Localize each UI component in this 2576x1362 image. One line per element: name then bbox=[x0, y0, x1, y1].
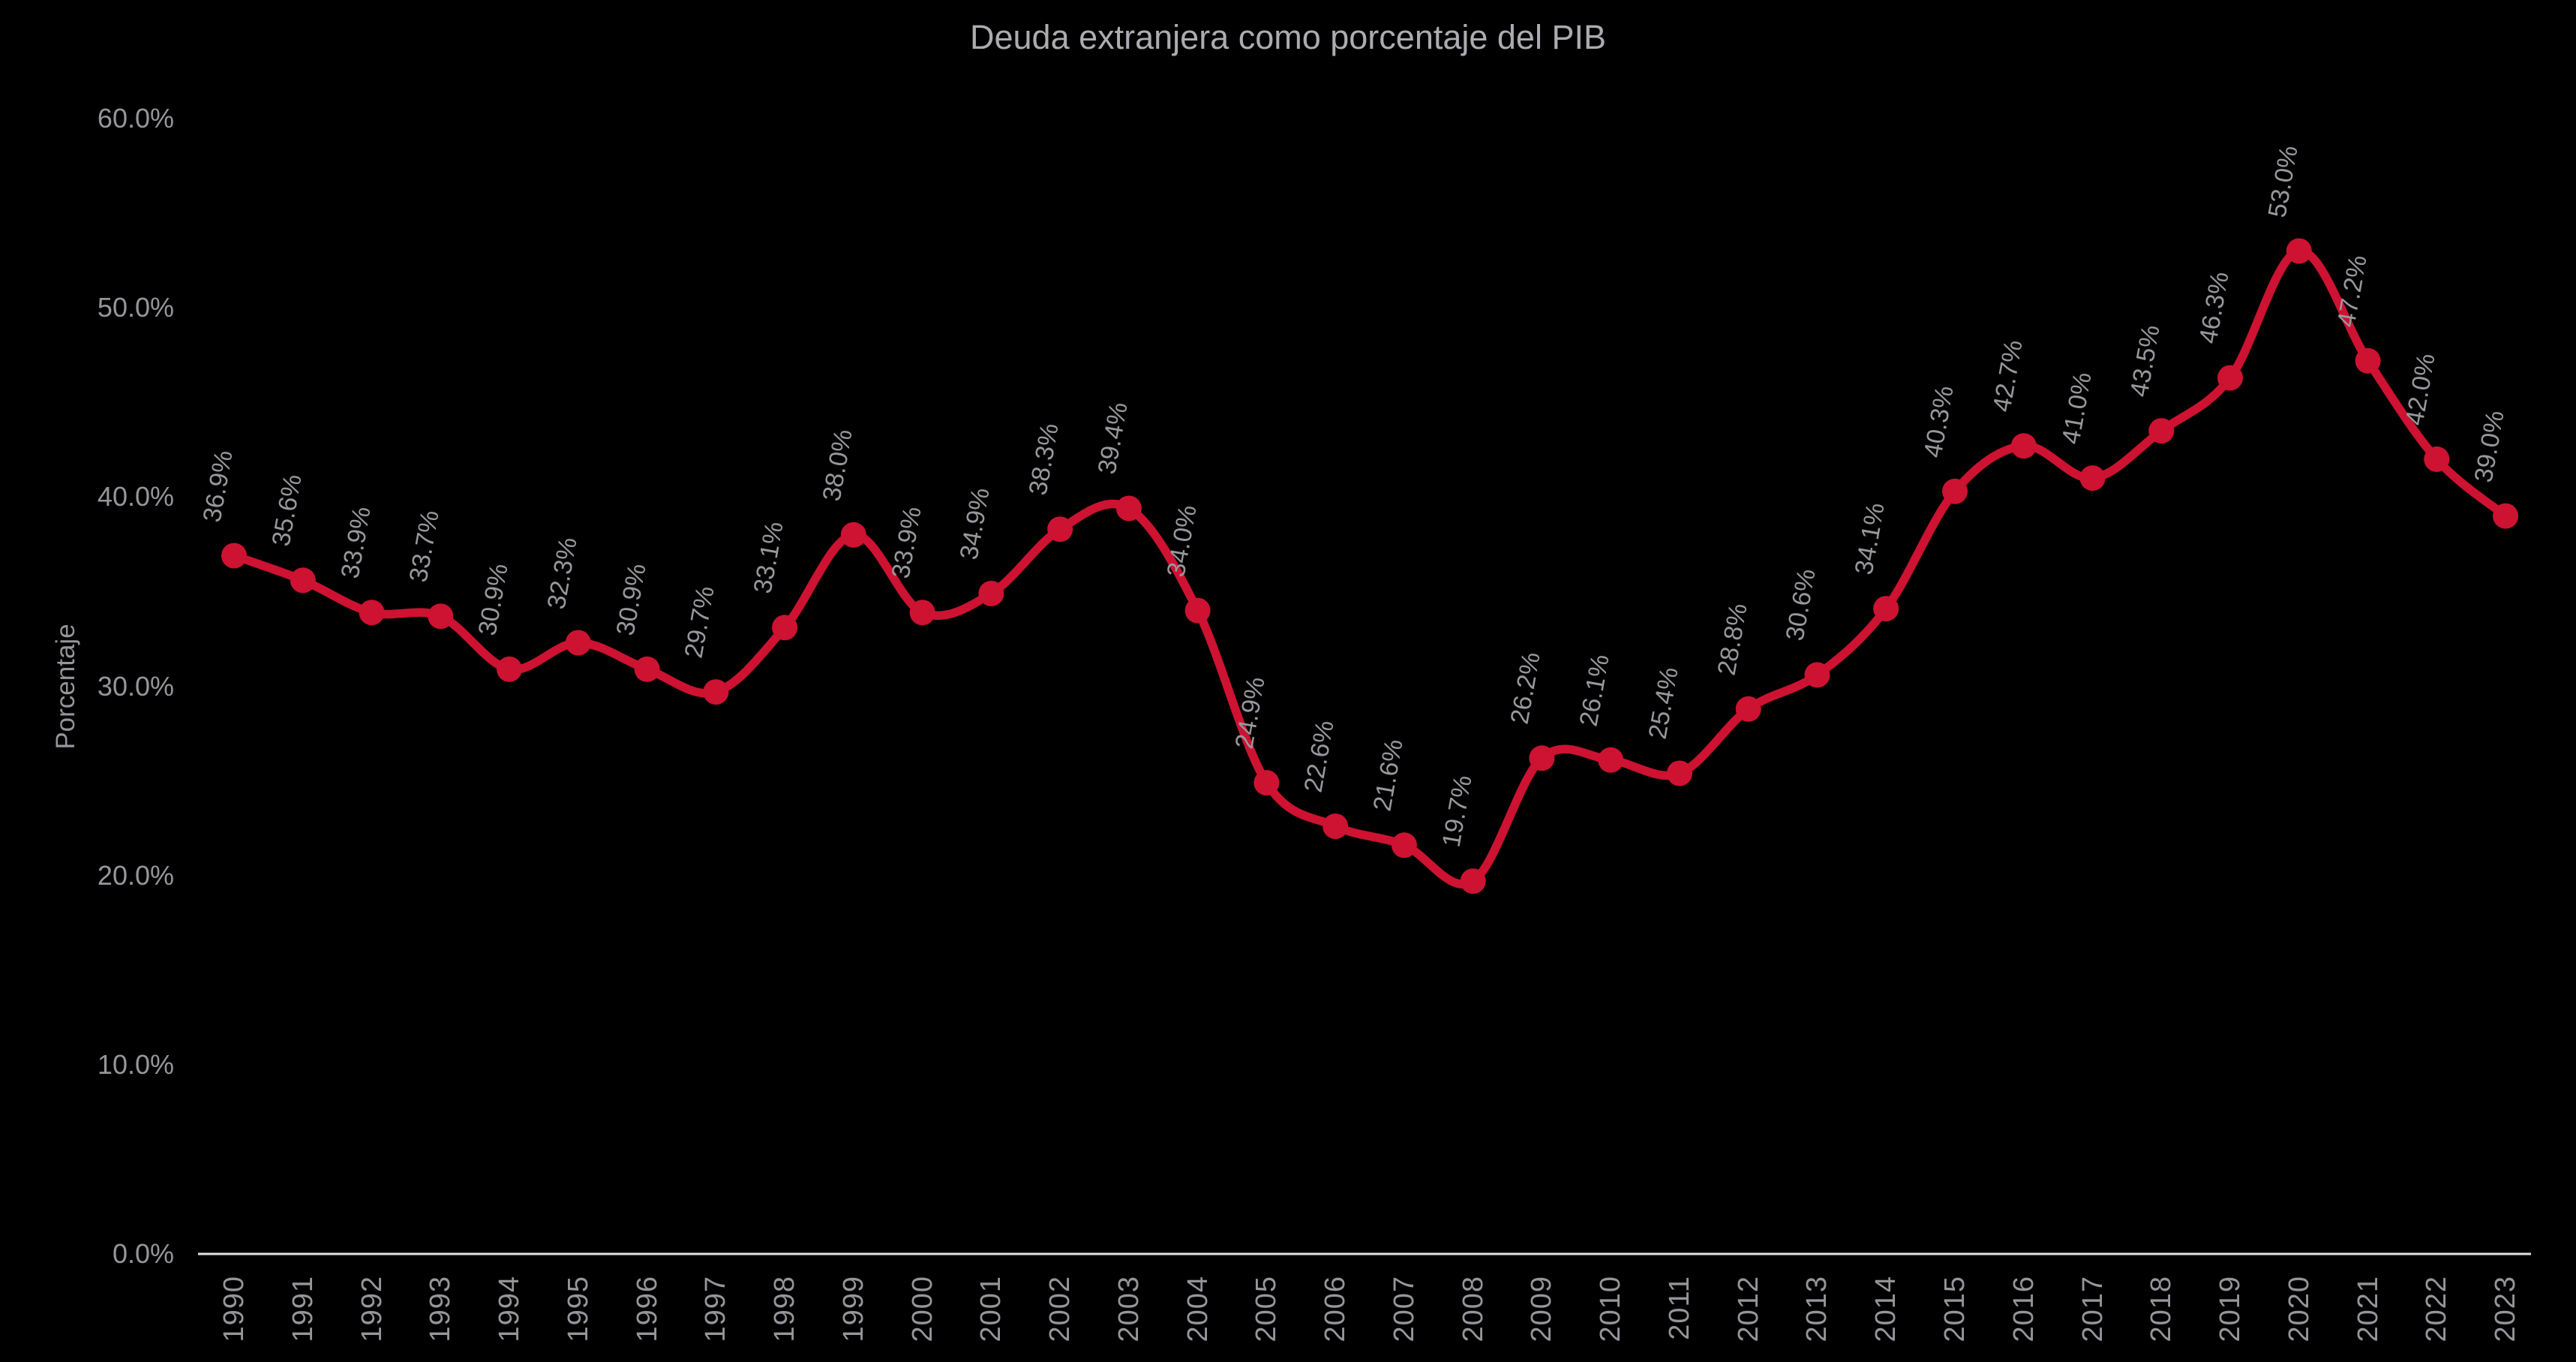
x-tick-label: 2017 bbox=[2076, 1276, 2109, 1342]
x-tick-label: 1993 bbox=[425, 1276, 457, 1342]
x-tick-label: 2021 bbox=[2352, 1276, 2384, 1342]
data-point-marker-2018 bbox=[2148, 418, 2175, 444]
data-point-marker-1999 bbox=[840, 522, 866, 548]
x-tick-label: 2004 bbox=[1181, 1276, 1214, 1342]
x-tick-label: 2013 bbox=[1801, 1276, 1833, 1342]
x-tick-label: 1995 bbox=[562, 1276, 594, 1342]
x-tick-label: 1999 bbox=[837, 1276, 869, 1342]
data-point-marker-1997 bbox=[703, 679, 729, 705]
data-point-marker-2013 bbox=[1804, 662, 1830, 688]
data-point-marker-2016 bbox=[2010, 433, 2037, 459]
x-tick-label: 2009 bbox=[1526, 1276, 1558, 1342]
data-point-marker-2020 bbox=[2286, 238, 2312, 264]
y-tick-label: 50.0% bbox=[97, 292, 174, 323]
data-point-marker-1994 bbox=[497, 656, 522, 682]
x-tick-label: 2001 bbox=[975, 1276, 1007, 1342]
x-tick-label: 2011 bbox=[1663, 1276, 1695, 1340]
data-point-marker-2022 bbox=[2424, 446, 2450, 472]
data-point-marker-2003 bbox=[1115, 495, 1142, 522]
x-tick-label: 1990 bbox=[218, 1276, 250, 1342]
x-tick-label: 2002 bbox=[1044, 1276, 1076, 1342]
x-tick-label: 1996 bbox=[631, 1276, 663, 1342]
x-tick-label: 2003 bbox=[1112, 1276, 1145, 1342]
data-point-marker-2015 bbox=[1942, 478, 1968, 504]
x-tick-label: 2018 bbox=[2145, 1276, 2178, 1342]
data-point-marker-2002 bbox=[1047, 516, 1073, 543]
data-point-marker-2008 bbox=[1460, 868, 1486, 894]
x-tick-label: 2014 bbox=[1870, 1276, 1902, 1342]
data-point-marker-1996 bbox=[634, 656, 660, 682]
data-point-marker-2012 bbox=[1735, 696, 1761, 722]
data-point-marker-2021 bbox=[2355, 347, 2381, 374]
data-point-marker-1995 bbox=[565, 630, 591, 656]
data-point-marker-2005 bbox=[1253, 770, 1280, 796]
x-tick-label: 2008 bbox=[1457, 1276, 1489, 1342]
y-tick-label: 40.0% bbox=[97, 481, 174, 513]
x-tick-label: 1994 bbox=[494, 1276, 526, 1342]
data-point-marker-2014 bbox=[1873, 596, 1899, 622]
data-point-marker-1998 bbox=[772, 615, 798, 641]
x-tick-label: 1997 bbox=[700, 1276, 732, 1342]
x-tick-label: 2007 bbox=[1388, 1276, 1420, 1342]
data-point-marker-2009 bbox=[1529, 745, 1555, 771]
x-tick-label: 1998 bbox=[769, 1276, 801, 1342]
y-tick-label: 10.0% bbox=[97, 1048, 174, 1080]
x-tick-label: 2022 bbox=[2421, 1276, 2453, 1342]
x-tick-label: 2023 bbox=[2490, 1276, 2522, 1342]
x-tick-label: 2006 bbox=[1320, 1276, 1352, 1342]
data-point-marker-2004 bbox=[1184, 597, 1211, 624]
data-point-marker-2000 bbox=[909, 600, 935, 626]
data-point-marker-2017 bbox=[2079, 465, 2106, 492]
x-tick-label: 1991 bbox=[287, 1276, 319, 1342]
x-tick-label: 2016 bbox=[2007, 1276, 2040, 1342]
data-point-marker-2007 bbox=[1391, 832, 1417, 858]
data-point-marker-1990 bbox=[221, 543, 247, 569]
data-point-marker-2010 bbox=[1598, 747, 1624, 773]
data-point-marker-1992 bbox=[359, 600, 385, 626]
y-tick-label: 0.0% bbox=[112, 1238, 174, 1269]
x-tick-label: 2000 bbox=[906, 1276, 938, 1342]
chart-title: Deuda extranjera como porcentaje del PIB bbox=[970, 18, 1606, 56]
data-point-marker-2001 bbox=[978, 580, 1004, 606]
data-point-marker-1991 bbox=[290, 567, 316, 594]
x-tick-label: 2012 bbox=[1732, 1276, 1764, 1342]
x-tick-label: 2005 bbox=[1250, 1276, 1283, 1342]
y-tick-label: 20.0% bbox=[97, 859, 174, 891]
data-point-marker-2011 bbox=[1667, 760, 1692, 786]
data-point-marker-2006 bbox=[1323, 813, 1349, 840]
x-tick-label: 2010 bbox=[1595, 1276, 1627, 1342]
data-point-marker-2023 bbox=[2493, 503, 2519, 529]
x-tick-label: 2015 bbox=[1939, 1276, 1971, 1342]
data-point-marker-1993 bbox=[428, 603, 454, 630]
data-point-marker-2019 bbox=[2217, 365, 2243, 391]
x-tick-label: 1992 bbox=[356, 1276, 388, 1342]
y-tick-label: 60.0% bbox=[97, 103, 174, 134]
x-tick-label: 2019 bbox=[2214, 1276, 2247, 1342]
y-tick-label: 30.0% bbox=[97, 670, 174, 702]
x-tick-label: 2020 bbox=[2283, 1276, 2315, 1342]
